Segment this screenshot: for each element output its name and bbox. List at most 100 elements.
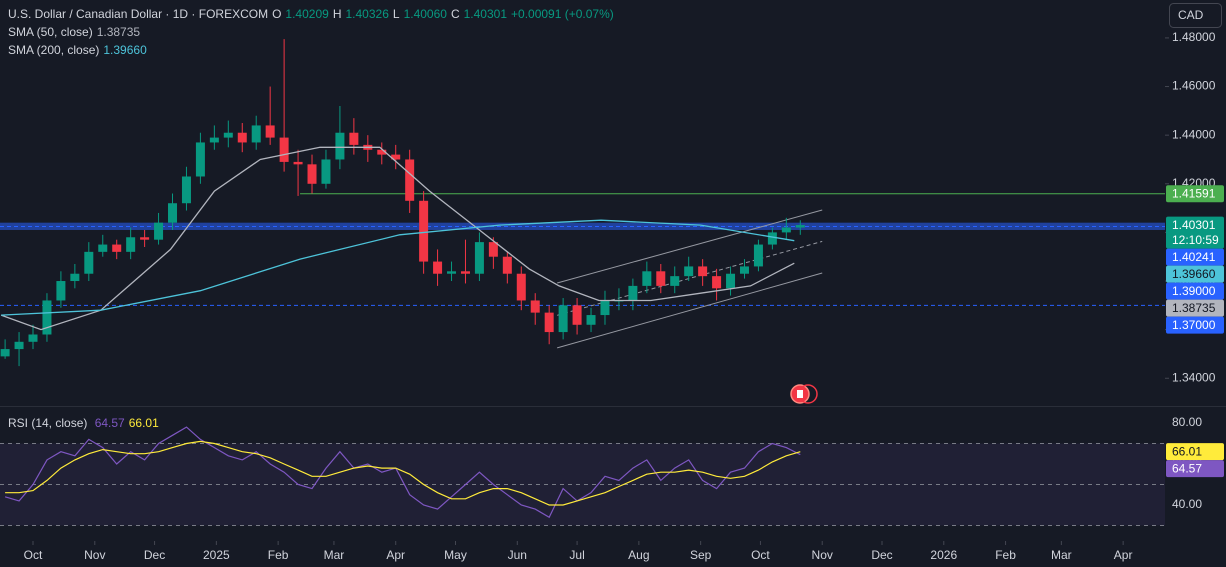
price-badge (1166, 282, 1224, 300)
quote-value: 1.40301 (463, 7, 508, 21)
quote-change: +0.00091 (+0.07%) (511, 7, 614, 21)
price-legend: U.S. Dollar / Canadian Dollar · 1D · FOR… (8, 5, 618, 59)
x-tick-label: Feb (268, 548, 289, 562)
x-tick-label: May (444, 548, 467, 562)
candle-body (42, 300, 52, 335)
y-tick-label: 1.44000 (1172, 127, 1216, 141)
rsi-band (0, 443, 1165, 526)
price-badge (1166, 265, 1224, 283)
x-tick-label: Nov (812, 548, 833, 562)
candle-body (0, 349, 10, 357)
countdown: 12:10:59 (1172, 233, 1219, 247)
x-tick-label: 2025 (203, 548, 230, 562)
price-badge-label: 1.38735 (1172, 301, 1216, 315)
rsi-legend: RSI (14, close) 64.57 66.01 (8, 414, 163, 432)
currency-button[interactable] (1169, 3, 1222, 28)
quote-label: L (392, 7, 400, 21)
candle-body (433, 261, 443, 274)
rsi-legend-value: 66.01 (128, 416, 159, 430)
candle-body (586, 315, 596, 325)
price-badge-label: 1.39660 (1172, 267, 1216, 281)
candle-body (321, 159, 331, 184)
candle-body (488, 242, 498, 257)
rsi-line (5, 440, 801, 506)
x-tick-label: Jun (508, 548, 527, 562)
quote-value: 1.40326 (345, 7, 389, 21)
price-badge (1166, 216, 1224, 249)
candle-body (698, 266, 708, 277)
candle-body (753, 244, 763, 267)
candle-body (28, 334, 38, 342)
rsi-line (4, 426, 801, 519)
candle-body (628, 285, 638, 301)
price-badge (1166, 316, 1224, 334)
candle-body (209, 137, 219, 143)
candle-body (572, 305, 582, 325)
x-tick-label: Sep (690, 548, 712, 562)
candle-body (223, 132, 233, 138)
candle-body (98, 244, 108, 252)
candle-body (181, 176, 191, 204)
flag-center (797, 390, 803, 398)
candle-body (447, 271, 457, 274)
x-tick-label: Aug (628, 548, 649, 562)
x-tick-label: Nov (84, 548, 105, 562)
price-badge (1166, 460, 1224, 478)
candle-body (558, 305, 568, 333)
candle-body (726, 273, 736, 289)
legend-value: 1.39660 (103, 43, 147, 57)
symbol-title: U.S. Dollar / Canadian Dollar · 1D · FOR… (8, 7, 269, 21)
candle-body (307, 164, 317, 184)
candle-body (70, 273, 80, 282)
candle-body (126, 237, 136, 252)
price-badge-label: 1.40301 (1172, 218, 1216, 232)
quote-value: 1.40209 (285, 7, 329, 21)
candle-body (656, 271, 666, 286)
candle-body (279, 137, 289, 162)
price-badge-label: 1.40241 (1172, 250, 1216, 264)
candle-body (237, 132, 247, 143)
candle-body (781, 227, 791, 233)
rsi-pane (0, 426, 1165, 526)
x-tick-label: Dec (144, 548, 165, 562)
candle-body (84, 251, 94, 274)
rsi-title: RSI (14, close) (8, 416, 88, 430)
candle-body (670, 276, 680, 286)
candle-body (405, 159, 415, 201)
x-tick-label: Mar (1051, 548, 1072, 562)
currency-flag (790, 384, 818, 404)
candle-body (14, 341, 24, 350)
price-badge-label: 66.01 (1172, 444, 1202, 458)
legend-name: SMA (50, close) (8, 25, 93, 39)
quote-label: H (332, 7, 342, 21)
candle-body (684, 266, 694, 277)
quote-label: C (450, 7, 460, 21)
candle-body (195, 142, 205, 177)
quote-label: O (272, 7, 282, 21)
candle-body (377, 149, 387, 155)
candle-body (293, 161, 303, 165)
price-badge (1166, 443, 1224, 461)
channel-line (557, 272, 823, 349)
currency-label[interactable]: CAD (1178, 8, 1204, 22)
x-tick-label: Dec (871, 548, 892, 562)
x-tick-label: Apr (386, 548, 405, 562)
sma-legend-row: SMA (200, close) 1.39660 (8, 41, 618, 59)
candle-body (56, 281, 66, 301)
rsi-tick-label: 40.00 (1172, 497, 1202, 511)
candle-body (112, 244, 122, 252)
y-tick-label: 1.34000 (1172, 370, 1216, 384)
candle-body (767, 232, 777, 245)
x-tick-label: Feb (995, 548, 1016, 562)
candle-body (265, 125, 275, 138)
candle-body (642, 271, 652, 286)
sma-line (0, 146, 795, 331)
x-tick-label: Mar (324, 548, 345, 562)
price-badge-label: 64.57 (1172, 461, 1202, 475)
x-tick-label: Oct (751, 548, 770, 562)
candle-body (516, 273, 526, 301)
candle-body (795, 225, 805, 228)
